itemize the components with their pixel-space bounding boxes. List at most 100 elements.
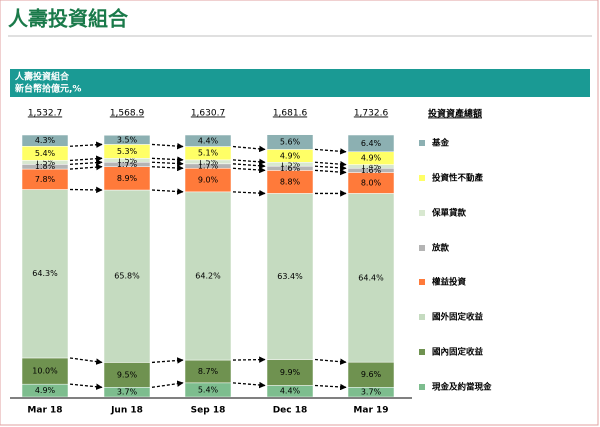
value-label: 1.5% bbox=[117, 156, 138, 165]
header-text: 人壽投資組合 bbox=[14, 71, 70, 83]
value-label: 5.1% bbox=[198, 149, 219, 158]
value-label: 1.5% bbox=[35, 158, 56, 167]
value-label: 1.7% bbox=[198, 162, 219, 171]
value-label: 3.5% bbox=[117, 135, 138, 144]
value-label: 3.7% bbox=[117, 388, 138, 397]
value-label: 5.4% bbox=[198, 385, 219, 394]
legend-swatch bbox=[419, 314, 425, 320]
value-label: 1.4% bbox=[361, 162, 382, 171]
connector-arrow bbox=[232, 356, 266, 363]
value-label: 1.5% bbox=[198, 157, 219, 166]
legend-swatch bbox=[419, 140, 425, 146]
legend-label: 現金及約當現金 bbox=[432, 382, 492, 393]
connector-arrow bbox=[151, 357, 184, 364]
connector-arrow bbox=[151, 160, 184, 167]
total-label: 1,532.7 bbox=[28, 109, 62, 119]
value-label: 8.7% bbox=[198, 367, 219, 376]
value-label: 64.2% bbox=[195, 271, 221, 280]
connector-arrow bbox=[314, 358, 347, 365]
value-label: 8.8% bbox=[280, 177, 301, 186]
bar-segment bbox=[184, 134, 232, 147]
bar-segment bbox=[266, 134, 314, 150]
connector-arrow bbox=[69, 159, 103, 166]
total-label: 1,630.7 bbox=[191, 109, 225, 119]
x-tick-label: Dec 18 bbox=[273, 406, 308, 416]
value-label: 8.0% bbox=[361, 178, 382, 187]
header-bar bbox=[10, 69, 590, 97]
total-label: 1,681.6 bbox=[273, 109, 308, 119]
connector-arrow bbox=[232, 189, 266, 197]
connector-arrow bbox=[151, 156, 184, 163]
x-tick-label: Mar 18 bbox=[27, 406, 62, 416]
connector-arrow bbox=[314, 383, 347, 391]
connector-arrow bbox=[69, 141, 103, 149]
connector-arrow bbox=[69, 155, 103, 162]
bar-segment bbox=[21, 357, 69, 385]
connector-arrow bbox=[232, 166, 266, 174]
value-label: 1.8% bbox=[35, 162, 56, 171]
connector-arrow bbox=[151, 164, 184, 172]
legend-swatch bbox=[419, 245, 425, 251]
value-label: 5.4% bbox=[35, 149, 56, 158]
connector-arrow bbox=[232, 145, 266, 153]
connector-arrow bbox=[314, 168, 347, 176]
connector-arrow bbox=[151, 188, 184, 195]
connector-arrow bbox=[314, 164, 347, 172]
bar-segment bbox=[266, 193, 314, 360]
connector-arrow bbox=[69, 186, 103, 194]
total-label: 1,732.6 bbox=[354, 109, 389, 119]
connector-arrow bbox=[69, 163, 103, 171]
bar-segment bbox=[103, 135, 151, 145]
bar-segment bbox=[347, 361, 395, 388]
value-label: 9.9% bbox=[280, 368, 301, 377]
value-label: 8.9% bbox=[117, 174, 138, 183]
value-label: 5.6% bbox=[280, 138, 301, 147]
x-tick-label: Jun 18 bbox=[110, 406, 143, 416]
value-label: 1.5% bbox=[280, 160, 301, 169]
legend-label: 權益投資 bbox=[432, 277, 467, 288]
value-label: 4.9% bbox=[361, 154, 382, 163]
legend-label: 國外固定收益 bbox=[432, 312, 484, 323]
value-label: 1.6% bbox=[361, 166, 382, 175]
slide-title: 人壽投資組合 bbox=[8, 7, 129, 31]
legend-swatch bbox=[419, 210, 425, 216]
connector-arrow bbox=[232, 158, 266, 166]
connector-arrow bbox=[69, 383, 103, 390]
legend-label: 基金 bbox=[431, 138, 450, 149]
x-tick-label: Mar 19 bbox=[353, 406, 388, 416]
value-label: 3.7% bbox=[361, 388, 382, 397]
x-tick-label: Sep 18 bbox=[191, 406, 226, 416]
connector-arrow bbox=[232, 381, 266, 389]
value-label: 4.4% bbox=[198, 136, 219, 145]
value-label: 64.3% bbox=[32, 269, 58, 278]
value-label: 1.7% bbox=[117, 160, 138, 169]
connector-arrow bbox=[314, 148, 347, 155]
value-label: 9.0% bbox=[198, 176, 219, 185]
legend-title: 投資資產總額 bbox=[428, 108, 482, 120]
legend-label: 國內固定收益 bbox=[432, 347, 484, 358]
value-label: 4.3% bbox=[35, 136, 56, 145]
legend-label: 投資性不動產 bbox=[432, 173, 484, 184]
value-label: 7.8% bbox=[35, 175, 56, 184]
bar-segment bbox=[103, 362, 151, 388]
legend-swatch bbox=[419, 279, 425, 285]
legend-swatch bbox=[419, 175, 425, 181]
value-label: 6.4% bbox=[361, 139, 382, 148]
total-label: 1,568.9 bbox=[110, 109, 145, 119]
value-label: 4.9% bbox=[280, 151, 301, 160]
bar-segment bbox=[347, 134, 395, 153]
connector-arrow bbox=[151, 380, 184, 388]
bar-segment bbox=[184, 191, 232, 361]
connector-arrow bbox=[69, 357, 103, 365]
value-label: 9.6% bbox=[361, 370, 382, 379]
unit-text: 新台幣拾億元,% bbox=[15, 83, 81, 95]
legend-swatch bbox=[419, 384, 425, 390]
value-label: 64.4% bbox=[358, 273, 384, 282]
value-label: 5.3% bbox=[117, 147, 138, 156]
value-label: 1.6% bbox=[280, 164, 301, 173]
connector-arrow bbox=[314, 160, 347, 168]
bar-segment bbox=[266, 359, 314, 386]
value-label: 63.4% bbox=[277, 272, 303, 281]
